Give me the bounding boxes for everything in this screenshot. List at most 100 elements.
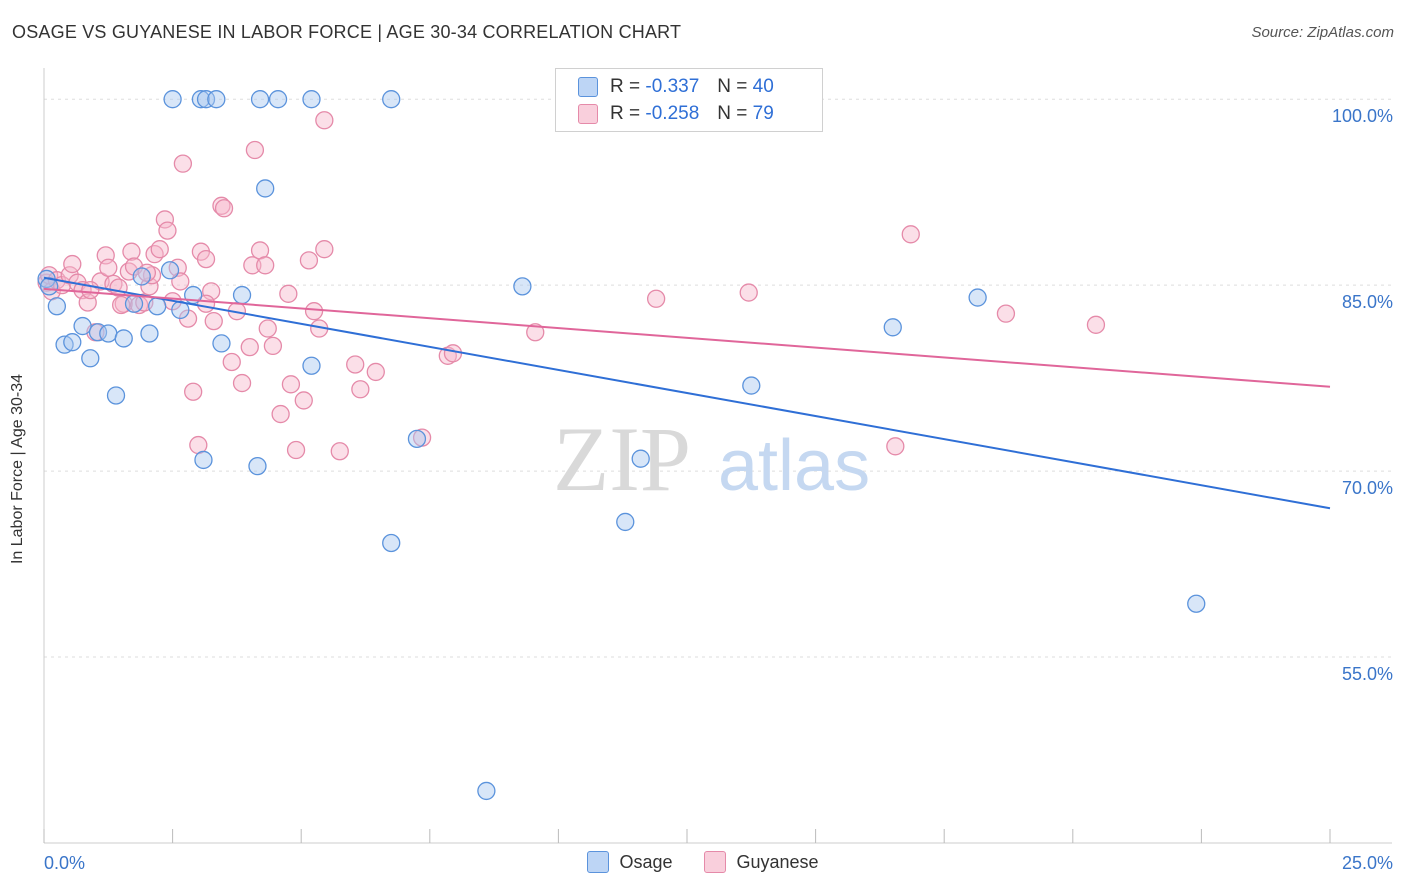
guyanese-point	[263, 336, 283, 356]
osage-point	[382, 533, 401, 553]
osage-point	[742, 376, 761, 395]
trend-layer	[43, 276, 1331, 510]
legend-osage-label: Osage	[619, 851, 673, 872]
guyanese-point	[281, 375, 301, 394]
guyanese-point	[271, 404, 290, 424]
osage-point	[1187, 594, 1206, 613]
guyanese-point	[315, 111, 334, 130]
x-tick-label: 0.0%	[44, 853, 85, 873]
guyanese-point	[279, 284, 298, 303]
osage-point	[106, 386, 126, 405]
osage-point	[268, 90, 288, 109]
osage-point	[81, 349, 100, 368]
stats-box: R = -0.337 N = 40 R = -0.258 N = 79	[555, 68, 823, 132]
osage-point	[302, 356, 321, 375]
guyanese-point	[245, 140, 265, 160]
guyanese-point	[351, 380, 370, 399]
guyanese-point	[366, 362, 385, 382]
osage-point	[631, 449, 650, 468]
guyanese-point	[240, 337, 259, 357]
guyanese-point	[443, 344, 463, 363]
guyanese-point	[256, 256, 275, 275]
guyanese-point	[739, 283, 758, 302]
watermark: ZIP atlas	[553, 408, 870, 510]
osage-point	[132, 267, 151, 286]
guyanese-point	[171, 272, 190, 291]
tick-label-layer: 100.0% 85.0% 70.0% 55.0% 0.0% 25.0%	[44, 106, 1393, 873]
guyanese-trend-line	[43, 287, 1331, 388]
watermark-atlas: atlas	[718, 426, 870, 506]
guyanese-point	[886, 437, 905, 456]
osage-trend-line	[43, 276, 1331, 510]
guyanese-point	[212, 196, 231, 215]
guyanese-point	[304, 302, 324, 321]
guyanese-swatch	[578, 104, 598, 124]
guyanese-n-label: N =	[717, 103, 748, 124]
osage-point	[73, 316, 92, 336]
osage-point	[302, 90, 321, 109]
legend-guyanese-label: Guyanese	[736, 851, 819, 872]
osage-point	[248, 456, 267, 476]
guyanese-point	[222, 352, 241, 372]
guyanese-point	[299, 251, 319, 270]
osage-point	[968, 288, 987, 307]
osage-point	[207, 90, 226, 109]
osage-point	[114, 329, 133, 348]
chart-title: OSAGE VS GUYANESE IN LABOR FORCE | AGE 3…	[12, 22, 682, 42]
y-axis-label: In Labor Force | Age 30-34	[9, 373, 26, 565]
osage-n-value: 40	[752, 76, 774, 97]
guyanese-point	[315, 240, 334, 259]
osage-point	[212, 334, 231, 353]
guyanese-point	[196, 249, 216, 269]
guyanese-point	[173, 154, 193, 173]
y-tick-label: 100.0%	[1332, 106, 1393, 126]
guyanese-point	[996, 304, 1016, 323]
guyanese-r-value: -0.258	[645, 103, 700, 124]
osage-point	[160, 261, 180, 280]
guyanese-point	[901, 225, 920, 244]
guyanese-point	[526, 323, 545, 342]
osage-n-label: N =	[717, 76, 748, 97]
legend-item-guyanese[interactable]: Guyanese	[704, 851, 819, 873]
stats-row-osage: R = -0.337 N = 40	[578, 74, 774, 100]
osage-point	[163, 90, 182, 109]
y-tick-label: 70.0%	[1342, 478, 1393, 498]
y-tick-label: 55.0%	[1342, 664, 1393, 684]
guyanese-r-label: R =	[610, 103, 641, 124]
osage-point	[196, 90, 216, 109]
guyanese-point	[63, 254, 82, 274]
legend: Osage Guyanese	[0, 851, 1406, 873]
axis-layer	[43, 68, 1392, 844]
watermark-zip: ZIP	[553, 408, 691, 510]
guyanese-point	[140, 277, 159, 296]
osage-point	[477, 781, 496, 801]
guyanese-point	[184, 382, 203, 401]
osage-swatch	[578, 77, 598, 97]
legend-item-osage[interactable]: Osage	[587, 851, 672, 873]
osage-point	[191, 90, 211, 109]
legend-guyanese-swatch	[704, 851, 727, 873]
guyanese-point	[286, 440, 306, 460]
guyanese-point	[232, 373, 252, 393]
guyanese-point	[1086, 315, 1106, 334]
osage-point	[140, 324, 159, 343]
guyanese-point	[122, 242, 141, 261]
guyanese-point	[158, 221, 177, 240]
osage-point	[47, 297, 67, 316]
guyanese-point	[204, 311, 223, 331]
x-tick-label: 25.0%	[1342, 853, 1393, 873]
osage-point	[148, 297, 167, 316]
guyanese-n-value: 79	[752, 103, 774, 124]
guyanese-point	[145, 245, 164, 264]
osage-point	[883, 318, 902, 337]
osage-r-value: -0.337	[645, 76, 700, 97]
osage-point	[513, 277, 532, 296]
osage-point	[616, 512, 635, 532]
guyanese-point	[243, 256, 262, 275]
guyanese-point	[294, 391, 313, 410]
legend-osage-swatch	[587, 851, 610, 873]
y-tick-label: 85.0%	[1342, 292, 1393, 312]
guyanese-point	[346, 355, 365, 374]
osage-point	[124, 294, 144, 313]
